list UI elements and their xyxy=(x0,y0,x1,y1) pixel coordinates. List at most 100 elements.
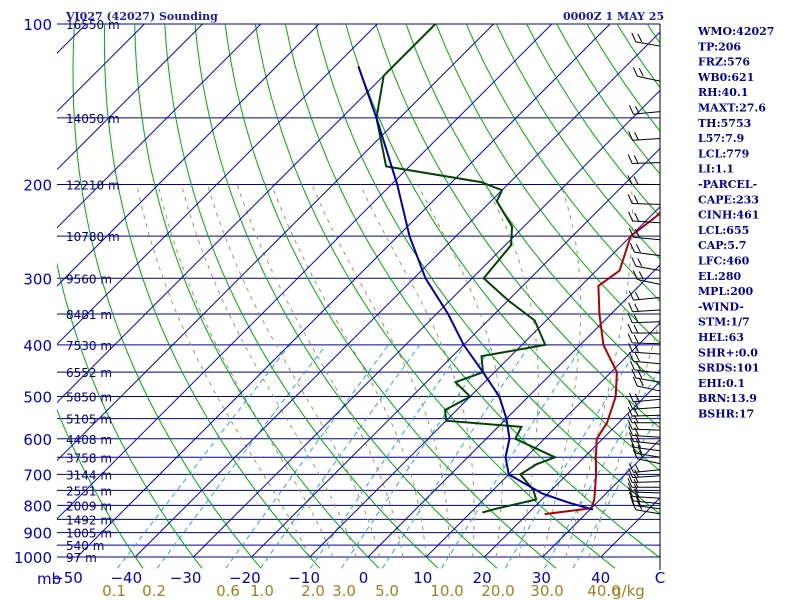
sounding-time: 0000Z 1 MAY 25 xyxy=(563,10,664,23)
index-line-20: HEL:63 xyxy=(698,331,744,344)
pressure-label-200: 200 xyxy=(23,176,52,194)
index-line-3: WB0:621 xyxy=(697,71,754,84)
index-line-2: FRZ:576 xyxy=(698,56,750,69)
height-label-900: 1005 m xyxy=(66,527,112,541)
mixing-ratio-label-0: 0.1 xyxy=(102,582,126,600)
temperature-label-10: C xyxy=(655,569,665,587)
wind-barb xyxy=(628,211,661,224)
dry-adiabat-60 xyxy=(315,24,660,515)
index-line-9: LI:1.1 xyxy=(698,163,734,176)
temperature-label-6: 10 xyxy=(413,569,432,587)
height-label-150: 14050 m xyxy=(66,112,120,126)
isotherm--70 xyxy=(57,24,494,462)
isotherm-0 xyxy=(367,264,660,558)
wind-barb xyxy=(628,104,661,115)
wind-barb xyxy=(627,478,661,488)
pressure-label-700: 700 xyxy=(23,466,52,484)
index-line-6: TH:5753 xyxy=(698,117,751,130)
height-label-500: 5850 m xyxy=(66,391,112,405)
height-label-400: 7530 m xyxy=(66,339,112,353)
moist-adiabat-22 xyxy=(417,184,504,558)
station-title: VI027 (42027) Sounding xyxy=(65,10,218,23)
dry-adiabat-80 xyxy=(375,24,660,429)
pressure-label-1000: 1000 xyxy=(14,549,52,567)
wind-barb xyxy=(628,302,661,313)
wind-barb xyxy=(628,399,661,410)
wind-barb xyxy=(627,413,661,424)
temperature-label-2: −30 xyxy=(170,569,202,587)
height-label-550: 5105 m xyxy=(66,413,112,427)
mixing-ratio-10 xyxy=(441,344,584,569)
mixing-ratio-label-8: 20.0 xyxy=(481,582,514,600)
moist-adiabat--10 xyxy=(136,184,311,558)
isotherm-20 xyxy=(484,380,660,558)
pressure-label-300: 300 xyxy=(23,270,52,288)
mixing-ratio-0.1 xyxy=(117,344,291,569)
dry-adiabat--20 xyxy=(72,24,262,569)
wind-barb xyxy=(627,333,661,345)
height-label-850: 1492 m xyxy=(66,513,112,527)
height-label-700: 3144 m xyxy=(66,468,112,482)
pressure-axis-labels: 100 200 300 400 500 600 700 800 900 1000 xyxy=(14,16,52,567)
wind-barb xyxy=(632,270,661,285)
wind-barb xyxy=(628,131,661,141)
index-line-19: STM:1/7 xyxy=(698,316,750,329)
wind-barb xyxy=(632,66,661,82)
temperature-profile xyxy=(544,211,660,516)
mixing-ratio-label-9: 30.0 xyxy=(530,582,563,600)
height-label-950: 540 m xyxy=(66,539,104,553)
wind-barb xyxy=(632,449,661,465)
pressure-label-400: 400 xyxy=(23,337,52,355)
height-label-200: 12210 m xyxy=(66,178,120,192)
mixing-ratio-0.2 xyxy=(156,344,327,569)
wind-barb xyxy=(629,242,661,257)
moist-adiabats xyxy=(136,184,660,558)
temperature-label-9: 40 xyxy=(591,569,610,587)
height-label-300: 9560 m xyxy=(66,272,112,286)
mixing-ratio-lines xyxy=(117,344,660,569)
wind-barb xyxy=(629,438,661,452)
pressure-label-500: 500 xyxy=(23,389,52,407)
pressure-label-900: 900 xyxy=(23,525,52,543)
mixing-ratio-2 xyxy=(309,344,466,569)
parcel-profile xyxy=(357,65,594,511)
wind-barb xyxy=(628,290,661,301)
wind-barb xyxy=(628,351,661,365)
moist-adiabat-2 xyxy=(207,184,381,558)
height-label-1000: 97 m xyxy=(66,551,97,565)
wind-barb xyxy=(628,227,661,241)
height-label-750: 2551 m xyxy=(66,484,112,498)
isobar-lines xyxy=(57,23,660,558)
stability-indices-panel: WMO:42027 TP:206 FRZ:576 WB0:621 RH:40.1 MAXT… xyxy=(697,25,774,421)
isotherm--30 xyxy=(193,89,660,558)
moist-adiabat-26 xyxy=(485,184,539,558)
dewpoint-profile xyxy=(375,24,558,514)
mixing-ratio-40 xyxy=(572,411,660,569)
temperature-label-5: 0 xyxy=(359,569,369,587)
wind-barb xyxy=(627,473,661,483)
isotherm-10 xyxy=(425,322,660,558)
height-label-800: 2009 m xyxy=(66,499,112,513)
wind-barb xyxy=(631,443,661,458)
index-line-11: CAPE:233 xyxy=(698,193,759,206)
index-line-21: SHR+:0.0 xyxy=(698,346,758,359)
isotherm--40 xyxy=(134,31,660,558)
index-line-25: BSHR:17 xyxy=(698,408,754,421)
index-line-1: TP:206 xyxy=(698,40,741,53)
dry-adiabat-110 xyxy=(465,24,660,302)
mixing-ratio-label-2: 0.6 xyxy=(216,582,240,600)
moist-adiabat-6 xyxy=(236,184,404,558)
index-line-17: MPL:200 xyxy=(698,285,754,298)
wind-barb xyxy=(631,500,661,515)
height-label-600: 4408 m xyxy=(66,433,112,447)
wind-barbs xyxy=(627,32,661,515)
index-line-14: CAP:5.7 xyxy=(698,239,746,252)
wind-barb xyxy=(629,360,661,374)
height-label-650: 3758 m xyxy=(66,451,112,465)
index-line-5: MAXT:27.6 xyxy=(698,102,766,115)
isotherm-lines xyxy=(57,24,660,558)
dry-adiabat--30 xyxy=(57,261,203,569)
pressure-label-600: 600 xyxy=(23,431,52,449)
dry-adiabat-30 xyxy=(224,24,557,569)
